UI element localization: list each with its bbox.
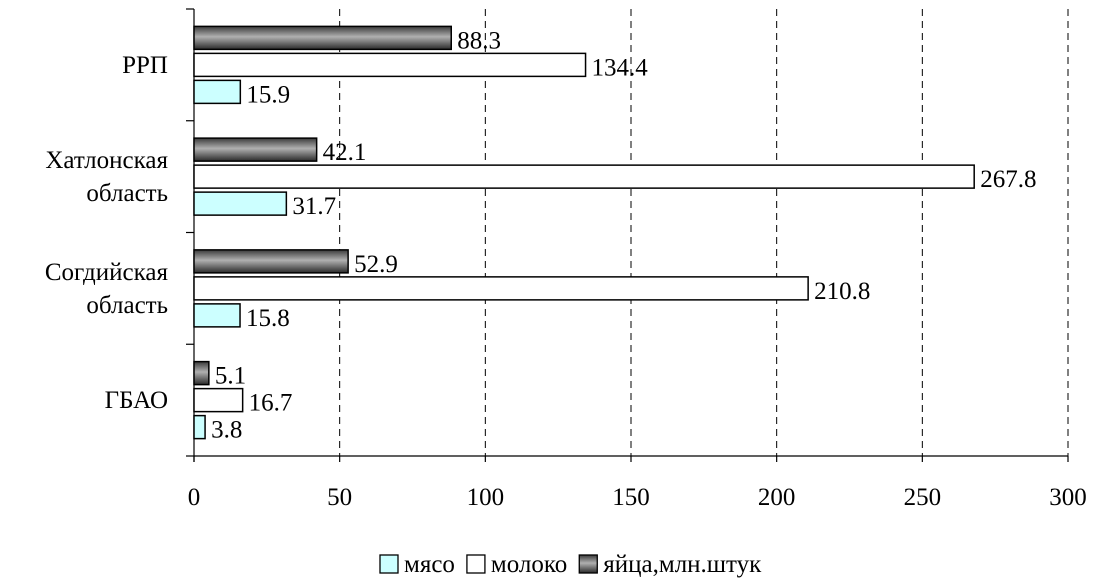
- bar-мясо: [193, 191, 288, 216]
- bar-мясо: [193, 414, 206, 440]
- bar-яйца,млн.штук: [193, 360, 210, 386]
- legend: мясо молоко яйца,млн.штук: [379, 551, 762, 578]
- bar-яйца,млн.штук: [193, 137, 318, 162]
- labels: 0 50 100 150 200 250 300 ГБАО Согдийская область Х…: [45, 27, 1087, 511]
- category-label: область: [86, 180, 168, 207]
- data-label: 31.7: [292, 193, 336, 220]
- gridlines: [339, 9, 1069, 456]
- data-label: 15.9: [246, 81, 290, 108]
- bar-мясо: [193, 79, 242, 105]
- x-tick-label: 300: [1049, 484, 1087, 511]
- bar-молоко: [193, 52, 587, 78]
- bar-молоко: [193, 387, 244, 413]
- x-tick-label: 0: [188, 484, 201, 511]
- legend-swatch-мясо: [379, 554, 399, 574]
- data-label: 267.8: [980, 166, 1036, 193]
- data-label: 15.8: [246, 305, 290, 332]
- bar-яйца,млн.штук: [193, 25, 452, 51]
- data-label: 42.1: [323, 139, 367, 166]
- bar-мясо: [193, 303, 241, 328]
- legend-swatch-молоко: [466, 554, 486, 574]
- bar-яйца,млн.штук: [193, 249, 349, 274]
- legend-label: мясо: [404, 551, 455, 578]
- x-tick-label: 150: [612, 484, 650, 511]
- data-label: 5.1: [215, 363, 246, 390]
- bar-молоко: [193, 276, 809, 301]
- legend-label: яйца,млн.штук: [603, 551, 762, 578]
- category-label: РРП: [122, 52, 168, 79]
- data-label: 16.7: [249, 390, 293, 417]
- bar-молоко: [193, 164, 975, 189]
- x-tick-label: 250: [904, 484, 942, 511]
- data-label: 210.8: [814, 278, 870, 305]
- category-label: Хатлонская: [45, 147, 168, 174]
- x-tick-label: 100: [467, 484, 505, 511]
- data-label: 3.8: [211, 417, 242, 444]
- x-tick-label: 50: [327, 484, 352, 511]
- x-tick-label: 200: [758, 484, 796, 511]
- category-label: ГБАО: [105, 387, 168, 414]
- legend-label: молоко: [491, 551, 567, 578]
- data-label: 134.4: [592, 54, 649, 81]
- data-label: 52.9: [354, 251, 398, 278]
- category-label: область: [86, 292, 168, 319]
- data-label: 88.3: [457, 27, 501, 54]
- legend-swatch-яйца,млн.штук: [578, 554, 598, 574]
- bars: [193, 25, 975, 440]
- category-label: Согдийская: [45, 259, 169, 286]
